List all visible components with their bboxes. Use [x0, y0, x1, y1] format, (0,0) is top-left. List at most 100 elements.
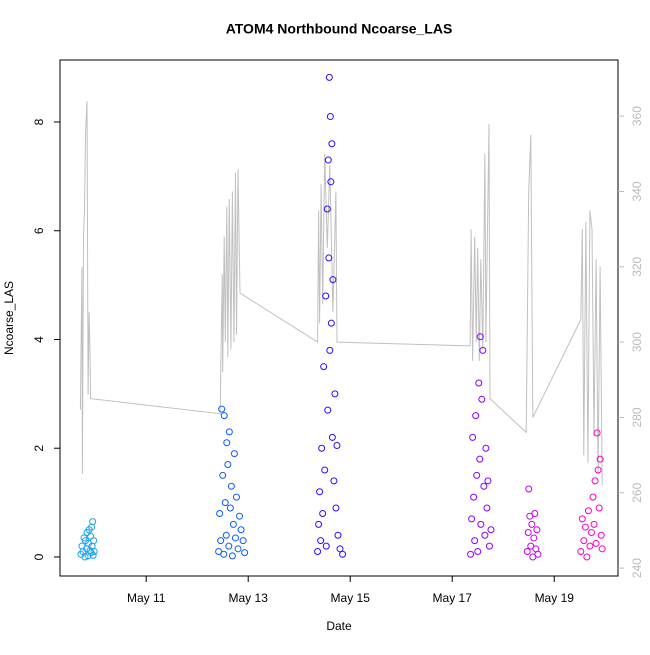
secondary-line [79, 101, 603, 486]
point [326, 113, 334, 121]
point [530, 534, 538, 542]
point [597, 531, 605, 539]
point [339, 550, 347, 558]
point [581, 523, 589, 531]
x-tick-label: May 11 [127, 591, 166, 605]
y2-tick-label: 300 [630, 332, 644, 352]
point [324, 156, 332, 164]
point [328, 140, 336, 148]
point [594, 466, 602, 474]
chart-title: ATOM4 Northbound Ncoarse_LAS [226, 21, 453, 37]
point [467, 550, 475, 558]
point [223, 439, 231, 447]
point [317, 537, 325, 545]
point [220, 550, 228, 558]
point [315, 520, 323, 528]
point [89, 518, 97, 526]
point [222, 531, 230, 539]
point [219, 471, 227, 479]
point [316, 488, 324, 496]
point [577, 548, 585, 556]
y2-tick-label: 320 [630, 256, 644, 276]
point [598, 545, 606, 553]
point [234, 545, 242, 553]
point [334, 531, 342, 539]
point [217, 537, 225, 545]
y2-tick-label: 340 [630, 181, 644, 201]
x-tick-label: May 19 [535, 591, 575, 605]
point [226, 504, 234, 512]
point [470, 493, 478, 501]
point [326, 346, 334, 354]
point [476, 333, 484, 341]
point [90, 537, 98, 545]
point [584, 507, 592, 515]
point [216, 509, 224, 517]
point [333, 442, 341, 450]
point [473, 471, 481, 479]
point [241, 549, 249, 557]
point [531, 509, 539, 517]
point [319, 509, 327, 517]
point [533, 526, 541, 534]
point [580, 537, 588, 545]
point [322, 292, 330, 300]
x-tick-label: May 15 [331, 591, 371, 605]
point [221, 499, 229, 507]
point [320, 363, 328, 371]
point [321, 466, 329, 474]
point [81, 553, 89, 561]
point [89, 551, 97, 559]
point [236, 512, 244, 520]
point [468, 515, 476, 523]
point [87, 532, 95, 540]
point [239, 537, 247, 545]
point [229, 520, 237, 528]
point [482, 444, 490, 452]
point [583, 553, 591, 561]
point [220, 412, 228, 420]
point [524, 529, 532, 537]
y-tick-label: 2 [32, 445, 46, 452]
point [586, 542, 594, 550]
point [314, 548, 322, 556]
y-tick-label: 4 [32, 336, 46, 343]
point [578, 515, 586, 523]
point [591, 477, 599, 485]
point [228, 552, 236, 560]
y-tick-label: 8 [32, 118, 46, 125]
point [484, 477, 492, 485]
y2-tick-label: 280 [630, 407, 644, 427]
point [478, 395, 486, 403]
point [225, 542, 233, 550]
point [469, 433, 477, 441]
point [485, 542, 493, 550]
point [237, 526, 245, 534]
point [225, 428, 233, 436]
point [231, 534, 239, 542]
x-tick-label: May 17 [433, 591, 473, 605]
point [227, 482, 235, 490]
point [327, 319, 335, 327]
point [483, 504, 491, 512]
point [479, 346, 487, 354]
point [480, 482, 488, 490]
point [475, 379, 483, 387]
point [596, 455, 604, 463]
point [230, 450, 238, 458]
point [589, 493, 597, 501]
x-axis-label: Date [326, 619, 352, 633]
point [593, 429, 601, 437]
point [534, 550, 542, 558]
point [487, 526, 495, 534]
point [332, 504, 340, 512]
point [481, 531, 489, 539]
point [325, 73, 333, 81]
point [322, 542, 330, 550]
point [330, 477, 338, 485]
y2-tick-label: 260 [630, 482, 644, 502]
point [472, 412, 480, 420]
point [328, 433, 336, 441]
y-tick-label: 6 [32, 227, 46, 234]
